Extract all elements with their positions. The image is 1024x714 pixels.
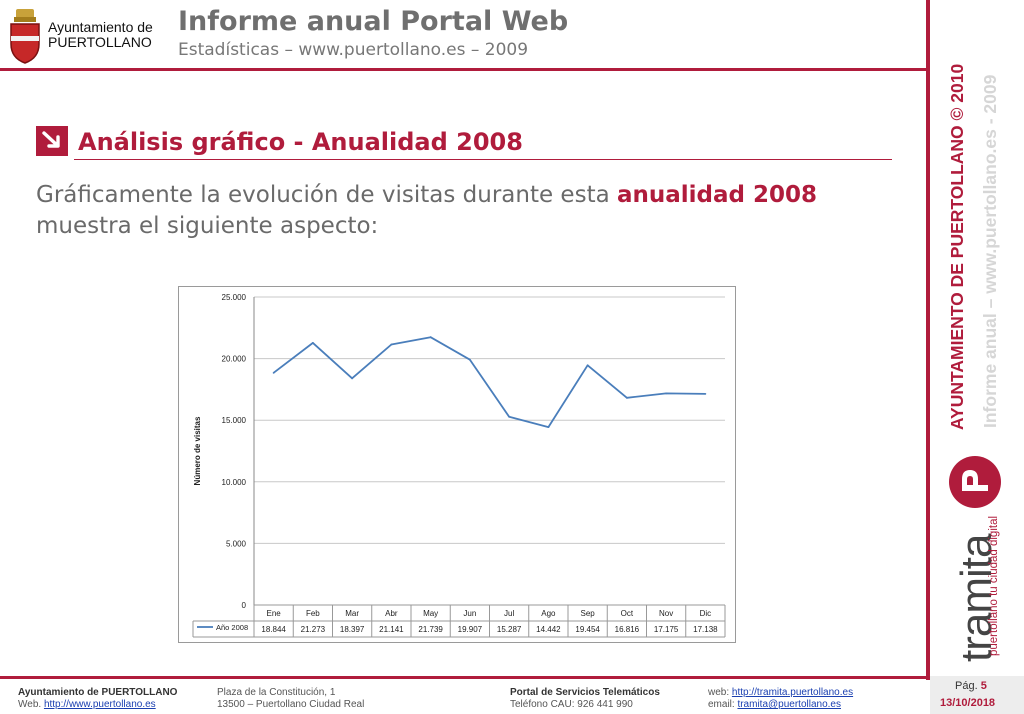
footer-phone: Teléfono CAU: 926 441 990: [510, 699, 633, 710]
tramita-tagline: puertollano tu ciudad digital: [988, 515, 1000, 656]
section-title: Análisis gráfico - Anualidad 2008: [78, 128, 523, 156]
data-point: [547, 426, 550, 428]
footer-page-box: [930, 676, 1024, 714]
visits-line-chart: 0 5.000 10.000 15.000 20.000 25.000 Número de …: [192, 293, 726, 638]
y-tick-label: 20.000: [222, 355, 247, 364]
series-line-ano-2008: [273, 336, 706, 429]
footer-email-link[interactable]: tramita@puertollano.es: [737, 699, 841, 710]
footer-tramita-link[interactable]: http://tramita.puertollano.es: [731, 687, 854, 698]
data-point: [390, 343, 393, 346]
y-tick-label: 25.000: [222, 293, 247, 302]
data-value-label: 14.442: [536, 625, 561, 634]
data-value-label: 17.138: [693, 625, 718, 634]
x-tick-label: Ago: [541, 609, 556, 618]
header-subtitle: Estadísticas – www.puertollano.es – 2009: [178, 40, 529, 60]
body-highlight: anualidad 2008: [617, 182, 818, 208]
footer-email-label: email:: [708, 699, 738, 710]
footer-portal: Portal de Servicios Telemáticos: [510, 687, 660, 698]
x-tick-label: Abr: [385, 609, 398, 618]
x-tick-label: Ene: [267, 609, 282, 618]
page-value: 5: [980, 680, 987, 692]
data-value-label: 16.816: [615, 625, 640, 634]
footer-org: Ayuntamiento de PUERTOLLANO: [18, 687, 178, 698]
y-tick-label: 10.000: [222, 478, 247, 487]
data-point: [704, 392, 707, 395]
data-value-label: 18.397: [340, 625, 365, 634]
section-divider: [74, 159, 892, 160]
coat-of-arms-icon: [10, 9, 40, 64]
footer-col-3: Portal de Servicios Telemáticos Teléfono…: [510, 687, 660, 711]
y-tick-label: 5.000: [226, 539, 247, 548]
page-label: Pág.: [955, 680, 981, 692]
body-paragraph: Gráficamente la evolución de visitas dur…: [36, 180, 916, 242]
data-value-label: 17.175: [654, 625, 679, 634]
footer-date: 13/10/2018: [940, 697, 996, 709]
data-point: [586, 364, 589, 367]
footer-address-2: 13500 – Puertollano Ciudad Real: [217, 699, 365, 710]
data-point: [351, 377, 354, 380]
body-text-end: muestra el siguiente aspecto:: [36, 213, 379, 239]
y-axis-label: Número de visitas: [193, 416, 202, 485]
data-point: [311, 342, 314, 344]
x-tick-label: Feb: [306, 609, 320, 618]
y-tick-label: 0: [242, 601, 247, 610]
data-value-label: 15.287: [497, 625, 522, 634]
x-tick-label: Mar: [345, 609, 359, 618]
legend-label: Año 2008: [216, 623, 248, 632]
data-point: [272, 371, 275, 374]
logo-line-1: Ayuntamiento de: [48, 19, 153, 35]
footer-web-link[interactable]: http://www.puertollano.es: [43, 699, 156, 710]
footer-col-2: Plaza de la Constitución, 1 13500 – Puer…: [217, 687, 364, 711]
header-divider: [0, 68, 926, 71]
data-value-label: 21.141: [379, 625, 404, 634]
x-tick-label: Nov: [659, 609, 673, 618]
ayuntamiento-logo: Ayuntamiento de PUERTOLLANO: [8, 6, 158, 64]
footer-divider: [0, 676, 930, 679]
data-value-label: 21.739: [418, 625, 443, 634]
header-title: Informe anual Portal Web: [178, 6, 569, 37]
data-value-label: 18.844: [261, 625, 286, 634]
footer-col-1: Ayuntamiento de PUERTOLLANO Web. http://…: [18, 687, 177, 711]
arrow-down-right-icon: [36, 126, 68, 156]
x-tick-label: Dic: [700, 609, 712, 618]
x-tick-label: Oct: [621, 609, 634, 618]
logo-text: Ayuntamiento de PUERTOLLANO: [48, 20, 153, 50]
data-point: [468, 358, 471, 361]
x-tick-label: Jul: [504, 609, 514, 618]
vertical-title: AYUNTAMIENTO DE PUERTOLLANO © 2010: [947, 63, 967, 430]
vertical-subtitle: Informe anual – www.puertollano.es - 200…: [980, 74, 1000, 428]
body-text-start: Gráficamente la evolución de visitas dur…: [36, 182, 617, 208]
data-value-label: 21.273: [301, 625, 326, 634]
tramita-p-icon: [949, 456, 1001, 508]
footer-address-1: Plaza de la Constitución, 1: [217, 687, 336, 698]
data-point: [429, 336, 432, 339]
x-tick-label: Jun: [463, 609, 476, 618]
footer-col-4: web: http://tramita.puertollano.es email…: [708, 687, 853, 711]
footer-web-label: Web.: [18, 699, 44, 710]
data-value-label: 19.454: [575, 625, 600, 634]
data-point: [665, 392, 668, 395]
data-point: [625, 396, 628, 399]
data-value-label: 19.907: [458, 625, 483, 634]
y-tick-label: 15.000: [222, 416, 247, 425]
logo-line-2: PUERTOLLANO: [48, 34, 152, 50]
x-tick-label: May: [423, 609, 438, 618]
footer-web2-label: web:: [708, 687, 732, 698]
data-point: [508, 415, 511, 418]
page-number: Pág. 5: [955, 680, 987, 692]
rail-divider: [926, 0, 930, 680]
x-tick-label: Sep: [581, 609, 596, 618]
visits-chart: 0 5.000 10.000 15.000 20.000 25.000 Número de …: [178, 286, 736, 643]
